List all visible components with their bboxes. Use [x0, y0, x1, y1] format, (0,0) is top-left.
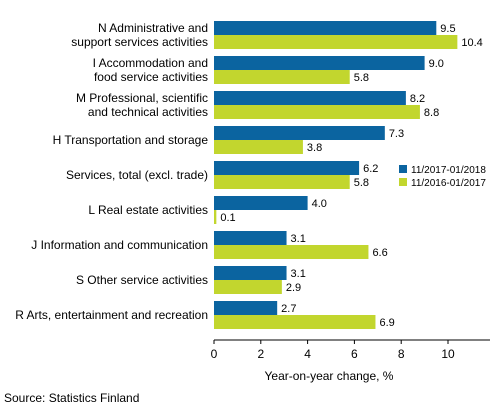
bar-1-1 — [214, 21, 437, 35]
category-label-6-1: L Real estate activities — [88, 203, 208, 217]
category-label-2-1: I Accommodation and — [93, 56, 208, 70]
source-note: Source: Statistics Finland — [4, 391, 140, 405]
bar-1-7 — [214, 231, 287, 245]
x-tick-label-4: 4 — [304, 347, 311, 361]
data-label-2-9: 6.9 — [379, 317, 394, 329]
data-label-1-5: 6.2 — [363, 163, 378, 175]
x-tick-label-2: 2 — [257, 347, 264, 361]
category-label-7-1: J Information and communication — [31, 238, 208, 252]
bar-1-6 — [214, 196, 308, 210]
data-label-2-3: 8.8 — [424, 107, 439, 119]
category-label-8-1: S Other service activities — [76, 273, 208, 287]
legend-label-2: 11/2016-01/2017 — [411, 178, 486, 189]
bar-1-9 — [214, 301, 278, 315]
x-tick-label-6: 6 — [351, 347, 358, 361]
data-label-1-2: 9.0 — [429, 58, 444, 70]
data-label-1-7: 3.1 — [291, 233, 306, 245]
bar-2-4 — [214, 140, 303, 154]
data-label-2-7: 6.6 — [372, 247, 387, 259]
bar-2-5 — [214, 175, 350, 189]
data-label-2-6: 0.1 — [220, 212, 235, 224]
bar-1-3 — [214, 91, 406, 105]
data-label-2-5: 5.8 — [354, 177, 369, 189]
x-tick-label-8: 8 — [398, 347, 405, 361]
category-label-9-1: R Arts, entertainment and recreation — [15, 308, 208, 322]
bar-1-5 — [214, 161, 360, 175]
data-label-2-2: 5.8 — [354, 72, 369, 84]
x-axis: 0 2 4 6 8 10 — [211, 339, 490, 361]
category-label-3-2: and technical activities — [88, 105, 208, 119]
data-label-1-6: 4.0 — [312, 198, 327, 210]
bar-2-8 — [214, 280, 282, 294]
bar-1-4 — [214, 126, 385, 140]
bar-2-9 — [214, 315, 376, 329]
bar-2-3 — [214, 105, 420, 119]
bar-2-2 — [214, 70, 350, 84]
data-label-1-4: 7.3 — [389, 128, 404, 140]
category-label-1-1: N Administrative and — [98, 21, 208, 35]
bars-group — [214, 21, 458, 329]
data-label-2-1: 10.4 — [461, 37, 482, 49]
bar-2-1 — [214, 35, 458, 49]
bar-2-7 — [214, 245, 369, 259]
category-label-5-1: Services, total (excl. trade) — [66, 168, 208, 182]
legend-swatch-1 — [399, 165, 407, 173]
legend: 11/2017-01/2018 11/2016-01/2017 — [399, 165, 486, 189]
category-label-2-2: food service activities — [94, 70, 208, 84]
data-label-2-8: 2.9 — [286, 282, 301, 294]
data-label-2-4: 3.8 — [307, 142, 322, 154]
value-labels-group: 9.5 10.4 9.0 5.8 8.2 8.8 7.3 3.8 6.2 5.8 4.0 0.1 3.1… — [220, 23, 482, 329]
legend-label-1: 11/2017-01/2018 — [411, 165, 486, 176]
data-label-1-3: 8.2 — [410, 93, 425, 105]
bar-1-2 — [214, 56, 425, 70]
bar-2-6 — [214, 210, 217, 224]
legend-swatch-2 — [399, 178, 407, 186]
bar-1-8 — [214, 266, 287, 280]
data-label-1-8: 3.1 — [291, 268, 306, 280]
category-label-3-1: M Professional, scientific — [76, 91, 208, 105]
x-tick-label-0: 0 — [211, 347, 218, 361]
category-label-4-1: H Transportation and storage — [53, 133, 209, 147]
category-label-1-2: support services activities — [71, 35, 208, 49]
x-axis-title: Year-on-year change, % — [265, 369, 394, 383]
data-label-1-9: 2.7 — [281, 303, 296, 315]
x-tick-label-10: 10 — [441, 347, 455, 361]
data-label-1-1: 9.5 — [440, 23, 455, 35]
